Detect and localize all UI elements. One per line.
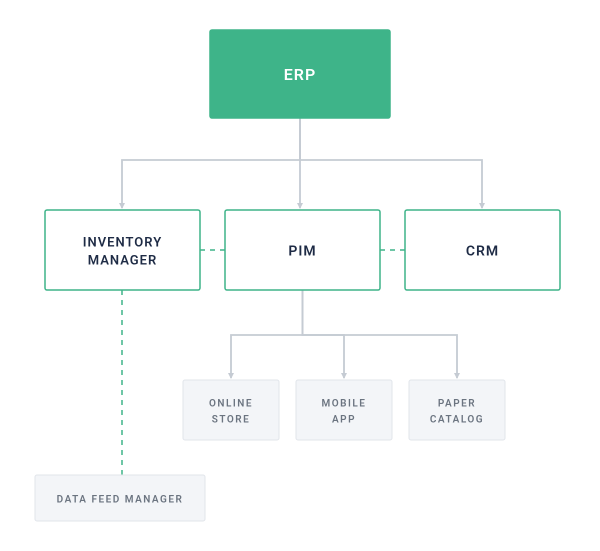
node-inv-label-2: MANAGER [88, 253, 158, 268]
edge-erp-to-children [122, 118, 482, 208]
node-dfm-label: DATA FEED MANAGER [57, 495, 184, 506]
edge-pim-to-leaves [231, 290, 457, 378]
node-inv-label-1: INVENTORY [83, 235, 162, 250]
node-pim: PIM [225, 210, 380, 290]
node-online-store: ONLINE STORE [183, 380, 279, 440]
node-pim-label: PIM [288, 244, 316, 260]
node-mobile-label-2: APP [332, 415, 356, 426]
node-online-label-2: STORE [212, 415, 251, 426]
node-data-feed-manager: DATA FEED MANAGER [35, 475, 205, 521]
node-crm-label: CRM [466, 244, 499, 260]
node-mobile-label-1: MOBILE [322, 399, 367, 410]
node-mobile-app: MOBILE APP [296, 380, 392, 440]
node-erp: ERP [210, 30, 390, 118]
node-online-label-1: ONLINE [209, 399, 253, 410]
node-erp-label: ERP [284, 65, 316, 84]
node-paper-label-1: PAPER [438, 399, 476, 410]
node-paper-label-2: CATALOG [430, 415, 484, 426]
node-inventory-manager: INVENTORY MANAGER [45, 210, 200, 290]
node-crm: CRM [405, 210, 560, 290]
node-paper-catalog: PAPER CATALOG [409, 380, 505, 440]
system-architecture-diagram: ERP INVENTORY MANAGER PIM CRM ONLINE STO… [0, 0, 600, 551]
